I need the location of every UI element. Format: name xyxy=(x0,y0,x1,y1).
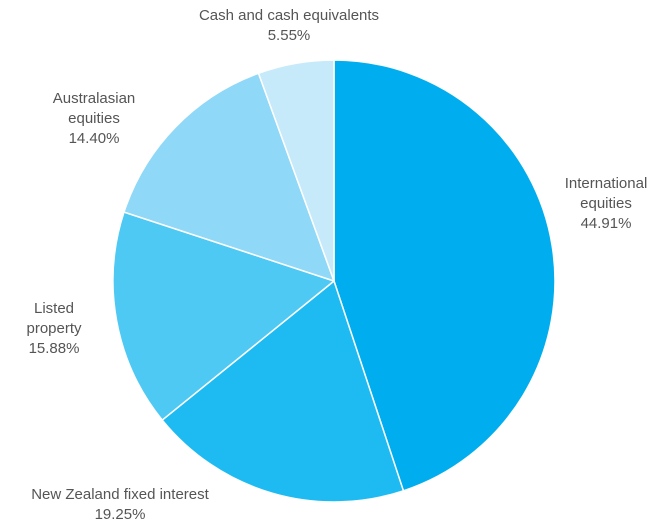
slice-value-label: 15.88% xyxy=(29,340,80,357)
slice-name-label: New Zealand fixed interest xyxy=(31,486,209,503)
slice-name-label: equities xyxy=(68,110,120,127)
slice-name-label: Listed xyxy=(34,300,74,317)
pie-slice xyxy=(333,59,556,492)
slice-value-label: 44.91% xyxy=(581,215,632,232)
slice-value-label: 5.55% xyxy=(268,27,311,44)
slice-label: Listed property 15.88% xyxy=(26,300,82,357)
slice-name-label: International xyxy=(565,175,648,192)
slice-label: Australasian equities 14.40% xyxy=(53,90,136,147)
pie-slice xyxy=(257,59,335,282)
pie-slices xyxy=(112,59,556,503)
pie-slice xyxy=(161,280,405,503)
slice-name-label: Cash and cash equivalents xyxy=(199,7,379,24)
slice-label: New Zealand fixed interest 19.25% xyxy=(31,486,209,523)
pie-slice xyxy=(112,211,335,421)
slice-label: Cash and cash equivalents 5.55% xyxy=(199,7,379,44)
slice-name-label: property xyxy=(26,320,82,337)
slice-value-label: 19.25% xyxy=(95,506,146,523)
slice-name-label: equities xyxy=(580,195,632,212)
slice-value-label: 14.40% xyxy=(69,130,120,147)
slice-label: International equities 44.91% xyxy=(565,175,648,232)
slice-labels: International equities 44.91% New Zealand f… xyxy=(26,7,647,523)
pie-slice xyxy=(123,72,335,282)
slice-name-label: Australasian xyxy=(53,90,136,107)
